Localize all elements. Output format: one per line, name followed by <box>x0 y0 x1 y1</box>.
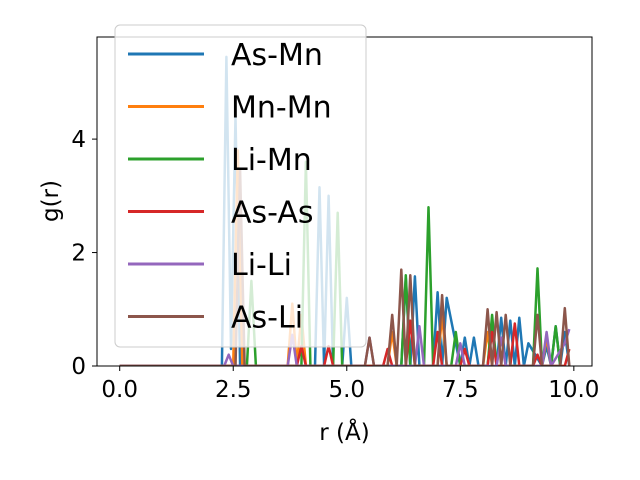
y-tick-label: 2 <box>71 241 86 267</box>
legend-label-li-mn: Li-Mn <box>231 143 312 178</box>
axis-ticks: 0.0 2.5 5.0 7.5 10.0 0 2 4 <box>71 127 599 403</box>
y-tick-label: 0 <box>71 354 86 380</box>
legend-label-as-as: As-As <box>231 196 313 231</box>
x-tick-label: 5.0 <box>328 377 365 403</box>
legend-box <box>114 24 367 348</box>
series-line-as-li <box>119 169 571 366</box>
legend-label-as-mn: As-Mn <box>231 38 323 73</box>
y-axis-label: g(r) <box>38 180 64 222</box>
legend: As-Mn Mn-Mn Li-Mn As-As Li-Li As-Li <box>114 24 367 348</box>
legend-label-li-li: Li-Li <box>231 248 292 283</box>
x-axis-label: r (Å) <box>319 418 369 446</box>
legend-label-as-li: As-Li <box>231 301 303 336</box>
x-tick-label: 10.0 <box>548 377 599 403</box>
legend-entries: As-Mn Mn-Mn Li-Mn As-As Li-Li As-Li <box>128 38 332 336</box>
x-tick-label: 0.0 <box>101 377 138 403</box>
x-tick-label: 2.5 <box>215 377 252 403</box>
legend-label-mn-mn: Mn-Mn <box>231 91 332 126</box>
y-tick-label: 4 <box>71 127 86 153</box>
series-line-li-li <box>119 325 571 366</box>
x-tick-label: 7.5 <box>442 377 479 403</box>
